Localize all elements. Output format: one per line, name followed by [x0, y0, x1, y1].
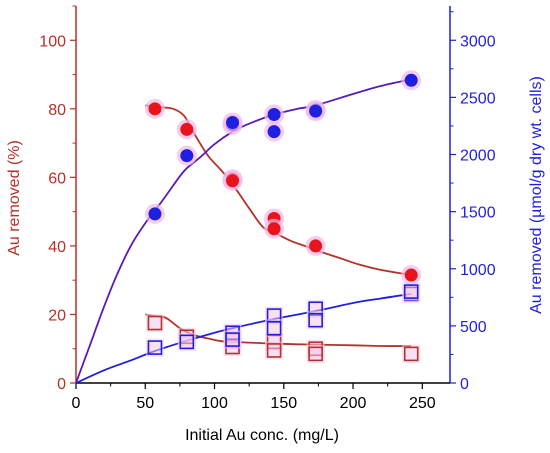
marker-halo-uptake-open [265, 319, 284, 338]
plot-frame [75, 6, 451, 384]
axis-tick-labels: 0 50 100 150 200 2500204060801000500100015002… [39, 33, 495, 412]
marker-uptake-filled [267, 125, 281, 139]
y-left-tick-label: 80 [48, 102, 66, 119]
marker-removal-percent-open [308, 346, 323, 362]
y-right-tick-label: 500 [460, 319, 487, 336]
y-left-tick-label: 40 [48, 239, 66, 256]
x-tick-label: 0 [72, 395, 81, 412]
y-right-tick-label: 1000 [460, 262, 496, 279]
x-tick-label: 200 [340, 395, 367, 412]
y-left-tick-label: 60 [48, 170, 66, 187]
marker-halo-removal-percent-open [145, 314, 164, 333]
marker-uptake-filled [404, 73, 418, 87]
marker-uptake-open [147, 340, 163, 355]
x-axis-title: Initial Au conc. (mg/L) [185, 427, 339, 444]
fit-curve-uptake-fit-open [75, 293, 412, 384]
marker-uptake-open [403, 284, 419, 299]
marker-removal-percent-open [266, 343, 282, 358]
marker-removal-percent-filled [309, 239, 323, 253]
marker-uptake-filled [180, 149, 194, 163]
marker-removal-percent-filled [267, 222, 281, 236]
data-markers [144, 70, 422, 363]
marker-uptake-open [179, 334, 195, 350]
marker-halo-removal-percent-open [306, 344, 325, 363]
marker-uptake-filled [267, 108, 281, 122]
fit-curve-removal-percent-fit-filled [145, 104, 412, 276]
x-tick-label: 50 [136, 395, 154, 412]
y-axis-right-title: Au removed (µmol/g dry wt. cells) [528, 76, 545, 314]
y-right-tick-label: 3000 [460, 33, 496, 50]
marker-removal-percent-filled [404, 268, 418, 282]
marker-halo-uptake-open [145, 338, 164, 357]
y-axis-left-title: Au removed (%) [6, 140, 23, 256]
y-right-tick-label: 2500 [460, 90, 496, 107]
marker-uptake-open [225, 332, 240, 347]
x-tick-label: 250 [409, 395, 436, 412]
y-left-tick-label: 0 [57, 376, 66, 393]
x-tick-label: 100 [201, 395, 228, 412]
y-left-tick-label: 20 [48, 307, 66, 324]
marker-halo-uptake-open [306, 311, 325, 330]
marker-uptake-open [308, 312, 323, 328]
marker-halo-uptake-open [177, 332, 196, 351]
y-right-tick-label: 2000 [460, 148, 496, 165]
marker-uptake-filled [148, 207, 162, 221]
y-right-tick-label: 1500 [460, 205, 496, 222]
marker-halo-removal-percent-open [265, 341, 284, 360]
fit-curve-uptake-fit-filled [75, 78, 412, 384]
y-left-tick-label: 100 [39, 33, 66, 50]
marker-removal-percent-filled [180, 122, 194, 136]
marker-uptake-open [266, 320, 282, 336]
fit-curves [75, 78, 412, 384]
marker-halo-uptake-open [402, 282, 421, 301]
marker-removal-percent-filled [148, 102, 162, 116]
y-right-tick-label: 0 [460, 376, 469, 393]
marker-removal-percent-filled [226, 174, 240, 188]
marker-removal-percent-open [403, 346, 419, 362]
marker-uptake-filled [226, 116, 240, 130]
marker-removal-percent-open [147, 315, 163, 331]
x-tick-label: 150 [270, 395, 297, 412]
marker-uptake-filled [309, 104, 323, 118]
axis-ticks [70, 5, 456, 389]
marker-halo-uptake-open [223, 330, 242, 349]
marker-halo-removal-percent-open [402, 344, 421, 363]
